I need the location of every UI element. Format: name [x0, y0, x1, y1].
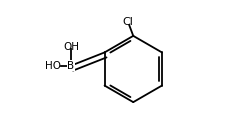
- Text: HO: HO: [45, 61, 61, 71]
- Text: Cl: Cl: [122, 17, 133, 27]
- Text: B: B: [67, 61, 74, 71]
- Text: OH: OH: [63, 42, 79, 52]
